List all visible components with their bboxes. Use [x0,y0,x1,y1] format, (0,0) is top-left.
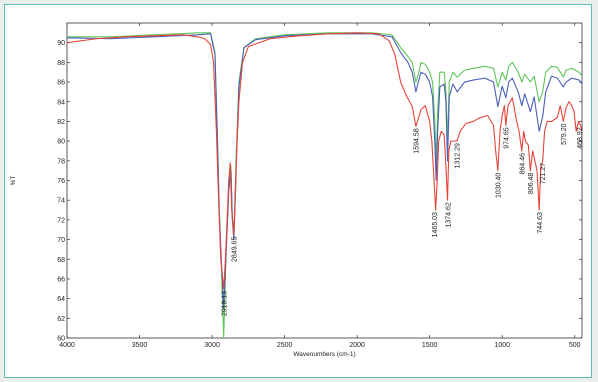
y-tick-label: 80 [57,139,65,146]
x-axis: 4000 3500 3000 2500 2000 1500 1000 500 [59,23,581,349]
plot-area [66,22,583,339]
peak-label: 744.63 [537,212,544,234]
y-tick-label: 86 [57,80,65,87]
y-axis: 60 62 64 66 68 70 72 74 76 78 80 82 84 86 88 90 [57,40,582,343]
y-tick-label: 72 [57,217,65,224]
y-tick-label: 82 [57,119,65,126]
x-tick-label: 500 [569,342,581,349]
y-tick-label: 84 [57,99,65,106]
x-tick-label: 2000 [349,342,365,349]
y-tick-label: 74 [57,198,65,205]
peak-label: 1030.40 [495,173,502,198]
peak-annotations: 2918.13 2849.65 1594.58 1465.03 1374.62 1312.… [221,123,583,316]
peak-label: 2918.13 [221,291,228,316]
peak-label: 1312.29 [454,143,461,168]
y-tick-label: 78 [57,158,65,165]
peak-label: 864.46 [519,153,526,175]
y-tick-label: 60 [57,336,65,343]
series-layer [67,32,582,338]
x-tick-label: 3500 [132,342,148,349]
x-tick-label: 4000 [59,342,75,349]
x-tick-label: 1000 [494,342,510,349]
peak-label: 1594.58 [413,128,420,153]
series-line-3 [67,32,582,290]
peak-label: 1374.62 [445,202,452,227]
y-tick-label: 90 [57,40,65,47]
peak-label: 2849.65 [231,237,238,262]
peak-label: 579.20 [561,123,568,145]
y-tick-label: 70 [57,237,65,244]
x-tick-label: 2500 [277,342,293,349]
ftir-spectrum-chart: 60 62 64 66 68 70 72 74 76 78 80 82 84 86 88 90 4000 350… [10,22,584,358]
peak-label: 721.27 [540,163,547,185]
y-tick-label: 64 [57,296,65,303]
x-tick-label: 3000 [204,342,220,349]
x-tick-label: 1500 [422,342,438,349]
y-tick-label: 66 [57,276,65,283]
x-axis-label: Wavenumbers (cm-1) [293,351,355,358]
peak-label: 1465.03 [432,212,439,237]
y-tick-label: 68 [57,257,65,264]
peak-label: 974.65 [503,127,510,149]
y-tick-label: 76 [57,178,65,185]
y-tick-label: 62 [57,316,65,323]
chart-frame: 60 62 64 66 68 70 72 74 76 78 80 82 84 86 88 90 4000 350… [4,4,592,378]
peak-label: 806.48 [528,173,535,195]
y-axis-label: %T [10,176,17,186]
peak-label: 468.92 [577,127,584,149]
y-tick-label: 88 [57,60,65,67]
